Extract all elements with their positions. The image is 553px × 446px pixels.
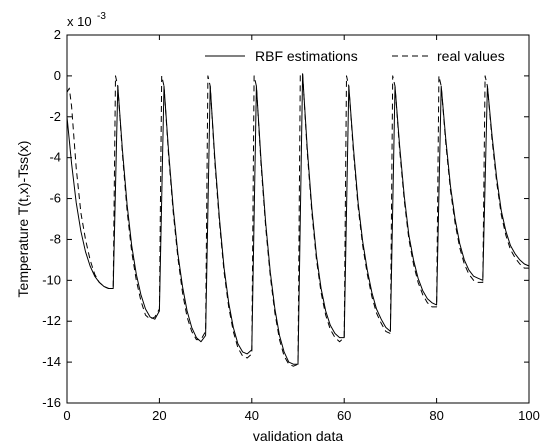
x-tick-label: 100: [518, 408, 540, 423]
legend-label-real-values: real values: [437, 48, 505, 64]
legend: RBF estimations real values: [205, 48, 505, 64]
y-tick-label: -8: [49, 231, 61, 246]
y-tick-label: -12: [42, 313, 61, 328]
y-tick-label: -6: [49, 191, 61, 206]
y-tick-label: 0: [54, 68, 61, 83]
y-tick-label: 2: [54, 27, 61, 42]
y-axis-title: Temperature T(t,x)-Tss(x): [15, 141, 31, 298]
series-layer: [66, 73, 530, 367]
y-tick-label: -14: [42, 354, 61, 369]
x-axis-title: validation data: [253, 428, 344, 444]
y-exponent-power: -3: [97, 11, 106, 22]
y-exponent-base: x 10: [67, 14, 92, 29]
y-tick-label: -10: [42, 272, 61, 287]
x-tick-label: 0: [63, 408, 70, 423]
x-tick-label: 80: [429, 408, 443, 423]
x-tick-label: 20: [152, 408, 166, 423]
series-line-rbf-estimations: [66, 73, 530, 365]
y-tick-label: -16: [42, 395, 61, 410]
y-tick-label: -2: [49, 109, 61, 124]
legend-label-rbf-estimations: RBF estimations: [255, 48, 358, 64]
x-tick-label: 60: [337, 408, 351, 423]
x-tick-label: 40: [245, 408, 259, 423]
y-tick-label: -4: [49, 150, 61, 165]
series-line-real-values: [66, 73, 529, 367]
